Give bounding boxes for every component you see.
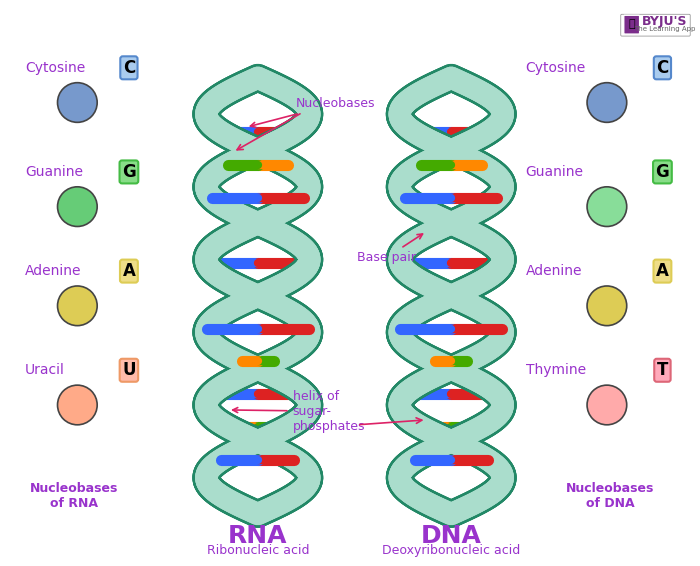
- Text: The Learning App: The Learning App: [634, 26, 695, 32]
- Circle shape: [57, 187, 97, 226]
- Text: Deoxyribonucleic acid: Deoxyribonucleic acid: [382, 544, 520, 558]
- Text: A: A: [122, 262, 135, 280]
- Circle shape: [587, 385, 626, 425]
- Text: RNA: RNA: [228, 524, 288, 548]
- Text: 📱: 📱: [629, 19, 635, 29]
- Text: Guanine: Guanine: [526, 165, 584, 179]
- Text: Nucleobases: Nucleobases: [251, 97, 375, 127]
- Text: C: C: [122, 59, 135, 77]
- Text: A: A: [656, 262, 669, 280]
- Text: Cytosine: Cytosine: [25, 61, 85, 75]
- Circle shape: [57, 385, 97, 425]
- Circle shape: [57, 286, 97, 325]
- Text: BYJU'S: BYJU'S: [642, 15, 687, 28]
- Text: Guanine: Guanine: [25, 165, 83, 179]
- Text: Cytosine: Cytosine: [526, 61, 586, 75]
- Circle shape: [57, 83, 97, 122]
- Text: Nucleobases
of RNA: Nucleobases of RNA: [30, 482, 118, 510]
- Text: Ribonucleic acid: Ribonucleic acid: [206, 544, 309, 558]
- Text: Uracil: Uracil: [25, 363, 64, 378]
- Text: helix of
sugar-
phosphates: helix of sugar- phosphates: [232, 390, 365, 433]
- Circle shape: [587, 83, 626, 122]
- Text: Nucleobases
of DNA: Nucleobases of DNA: [566, 482, 654, 510]
- Circle shape: [587, 286, 626, 325]
- Circle shape: [587, 187, 626, 226]
- Text: G: G: [656, 163, 669, 181]
- Text: T: T: [657, 361, 668, 379]
- FancyBboxPatch shape: [624, 15, 640, 34]
- Text: C: C: [657, 59, 668, 77]
- Text: G: G: [122, 163, 136, 181]
- Text: Base pair: Base pair: [357, 234, 423, 264]
- Text: Thymine: Thymine: [526, 363, 586, 378]
- Text: U: U: [122, 361, 136, 379]
- Text: Adenine: Adenine: [25, 264, 81, 278]
- FancyBboxPatch shape: [621, 14, 690, 36]
- Text: Adenine: Adenine: [526, 264, 582, 278]
- Text: DNA: DNA: [421, 524, 482, 548]
